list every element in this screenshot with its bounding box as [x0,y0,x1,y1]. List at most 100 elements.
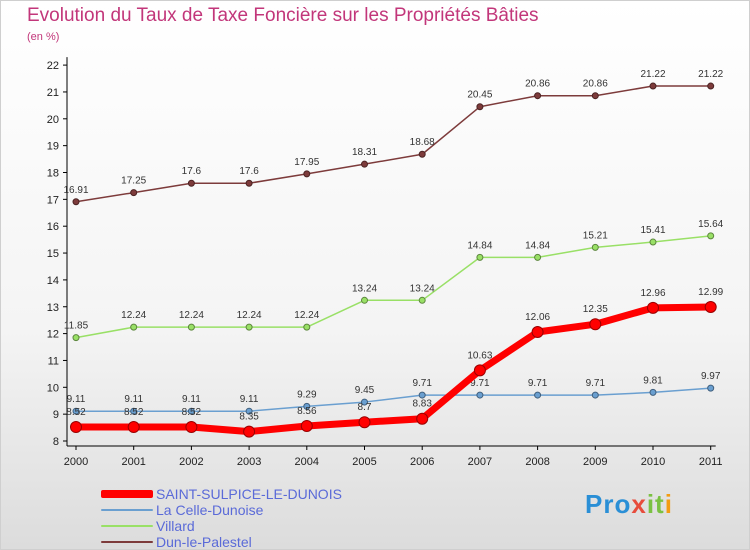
data-point [647,301,659,314]
data-label: 9.29 [297,389,317,400]
data-label: 18.31 [352,147,377,158]
data-point [418,296,426,304]
data-point [303,323,311,331]
data-label: 18.68 [410,137,435,148]
data-label: 9.45 [355,385,375,396]
data-point [72,198,80,206]
legend-swatch-la-celle [101,509,153,511]
legend-label-la-celle: La Celle-Dunoise [156,502,264,518]
x-tick-label: 2008 [525,456,549,468]
data-label: 9.11 [67,394,86,405]
legend-label-saint-sulpice: SAINT-SULPICE-LE-DUNOIS [156,486,342,502]
chart-title: Evolution du Taux de Taxe Foncière sur l… [27,5,539,26]
data-label: 12.99 [698,287,723,298]
data-label: 20.86 [583,79,608,90]
y-tick-label: 15 [47,248,59,260]
legend-label-dun: Dun-le-Palestel [156,534,252,550]
data-point [476,253,484,261]
data-point [649,82,657,90]
y-tick-label: 12 [47,329,59,341]
data-label: 8.7 [358,402,372,413]
data-label: 12.24 [121,310,146,321]
data-point [245,323,253,331]
series-line-2 [75,387,712,412]
data-point [416,412,429,425]
data-point [130,323,138,331]
data-point [187,179,195,187]
y-tick-label: 16 [47,221,59,233]
y-tick-label: 17 [47,194,59,206]
x-tick-label: 2010 [641,456,665,468]
y-tick-label: 18 [47,168,59,180]
data-label: 9.81 [643,375,663,386]
data-label: 15.64 [698,219,723,230]
data-point [187,323,195,331]
data-label: 14.84 [525,240,550,251]
data-label: 21.22 [698,69,723,80]
data-point [649,238,657,246]
data-label: 15.21 [583,230,608,241]
data-point [127,421,140,434]
data-point [534,391,542,399]
data-point [300,419,313,432]
x-tick-label: 2011 [699,456,723,468]
data-point [245,407,253,415]
data-point [591,92,599,100]
data-label: 17.25 [121,176,146,187]
data-label: 15.41 [640,225,665,236]
data-label: 9.11 [240,394,259,405]
data-point [473,364,486,377]
data-label: 16.91 [63,185,88,196]
y-tick-label: 11 [48,355,59,367]
data-label: 9.71 [586,378,606,389]
data-label: 8.52 [124,407,144,418]
x-tick-label: 2006 [410,456,434,468]
y-tick-label: 10 [47,382,59,394]
x-tick-label: 2003 [237,456,261,468]
data-point [187,407,195,415]
data-point [591,391,599,399]
data-point [418,391,426,399]
data-label: 12.96 [640,288,665,299]
data-point [531,325,544,338]
data-point [707,232,715,240]
data-point [72,407,80,415]
data-label: 12.35 [583,304,608,315]
x-tick-label: 2009 [583,456,607,468]
y-tick-label: 14 [47,275,59,287]
data-point [185,421,198,434]
data-label: 8.52 [182,407,202,418]
data-label: 9.71 [470,378,490,389]
data-label: 12.24 [179,310,204,321]
data-label: 8.52 [66,407,86,418]
y-tick-label: 20 [47,114,59,126]
data-label: 8.83 [412,399,432,410]
data-point [591,243,599,251]
data-point [243,425,256,438]
data-point [534,92,542,100]
data-label: 17.6 [182,166,202,177]
data-point [303,402,311,410]
data-label: 17.6 [239,166,259,177]
data-label: 10.63 [467,350,492,361]
x-tick-label: 2004 [295,456,319,468]
data-label: 12.06 [525,312,550,323]
data-label: 12.24 [294,310,319,321]
data-label: 13.24 [352,283,377,294]
data-point [70,421,82,434]
x-tick-label: 2007 [468,456,492,468]
data-label: 21.22 [640,69,665,80]
legend-label-villard: Villard [156,518,195,534]
data-label: 9.71 [528,378,548,389]
data-point [707,384,715,392]
data-label: 9.11 [182,394,201,405]
data-label: 14.84 [467,240,492,251]
chart-unit-label: (en %) [27,31,60,43]
data-label: 8.35 [239,412,259,423]
data-point [361,160,368,168]
y-tick-label: 21 [47,87,59,99]
data-label: 8.56 [297,406,317,417]
data-label: 9.97 [701,371,721,382]
